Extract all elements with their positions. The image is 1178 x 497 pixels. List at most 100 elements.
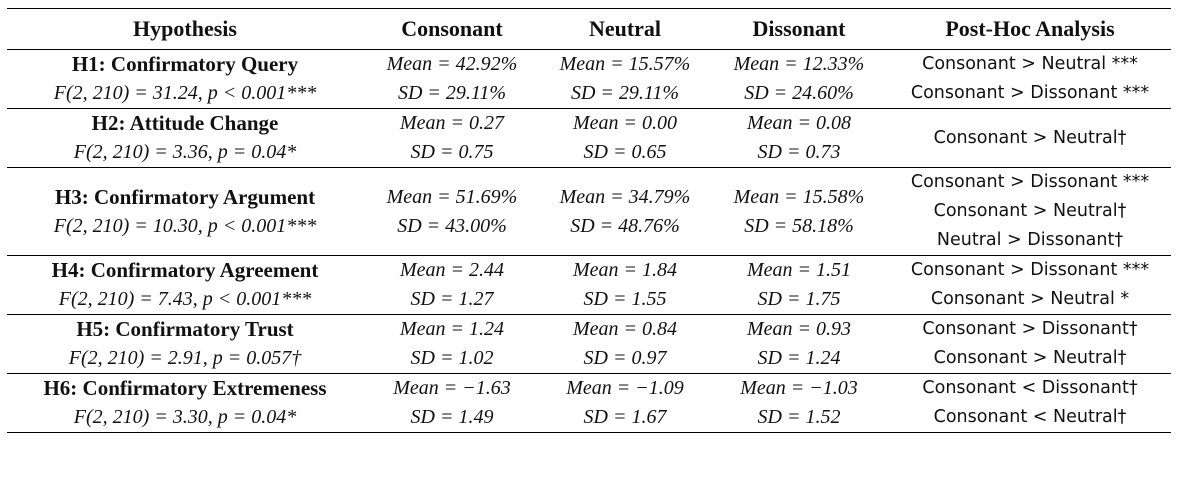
neutral-cell: Mean = 0.84 SD = 0.97	[541, 315, 709, 374]
mean-value: Mean = −1.03	[740, 377, 858, 399]
sd-value: SD = 1.67	[583, 406, 667, 428]
hypothesis-cell: H6: Confirmatory Extremeness F(2, 210) = …	[7, 374, 363, 433]
post-hoc-result: Consonant > Neutral†	[933, 348, 1127, 368]
sd-value: SD = 1.02	[410, 347, 494, 369]
mean-value: Mean = 0.00	[572, 112, 678, 134]
post-hoc-result: Neutral > Dissonant†	[936, 230, 1124, 250]
sd-value: SD = 1.52	[757, 406, 841, 428]
mean-value: Mean = 0.84	[572, 318, 678, 340]
sd-value: SD = 58.18%	[744, 214, 854, 237]
mean-value: Mean = 15.57%	[559, 53, 691, 75]
neutral-cell: Mean = −1.09 SD = 1.67	[541, 374, 709, 433]
mean-value: Mean = 1.24	[399, 318, 505, 340]
dissonant-cell: Mean = 0.08 SD = 0.73	[709, 109, 889, 168]
sd-value: SD = 48.76%	[570, 214, 680, 237]
table-row: H6: Confirmatory Extremeness F(2, 210) = …	[7, 374, 1171, 433]
sd-value: SD = 1.24	[757, 347, 841, 369]
mean-value: Mean = 15.58%	[733, 185, 865, 208]
hypothesis-stat: F(2, 210) = 3.36, p = 0.04*	[73, 141, 297, 163]
sd-value: SD = 29.11%	[570, 82, 680, 104]
sd-value: SD = 0.97	[583, 347, 667, 369]
dissonant-cell: Mean = 0.93 SD = 1.24	[709, 315, 889, 374]
header-consonant: Consonant	[401, 16, 503, 41]
sd-value: SD = 43.00%	[397, 214, 507, 237]
post-hoc-result: Consonant > Neutral†	[933, 201, 1127, 221]
hypothesis-cell: H2: Attitude Change F(2, 210) = 3.36, p =…	[7, 109, 363, 168]
dissonant-cell: Mean = 15.58% SD = 58.18%	[709, 168, 889, 256]
table-row: H3: Confirmatory Argument F(2, 210) = 10.…	[7, 168, 1171, 256]
sd-value: SD = 1.27	[410, 288, 494, 310]
hypothesis-name: H3: Confirmatory Argument	[54, 184, 316, 209]
post-hoc-cell: Consonant > Dissonant *** Consonant > Neu…	[889, 256, 1171, 315]
post-hoc-result: Consonant > Neutral *	[930, 289, 1130, 309]
mean-value: Mean = 0.93	[746, 318, 852, 340]
neutral-cell: Mean = 34.79% SD = 48.76%	[541, 168, 709, 256]
post-hoc-cell: Consonant > Neutral *** Consonant > Disso…	[889, 50, 1171, 109]
consonant-cell: Mean = 2.44 SD = 1.27	[363, 256, 541, 315]
hypothesis-stat: F(2, 210) = 31.24, p < 0.001***	[53, 82, 317, 104]
mean-value: Mean = 42.92%	[386, 53, 518, 75]
consonant-cell: Mean = 42.92% SD = 29.11%	[363, 50, 541, 109]
results-table: Hypothesis Consonant Neutral Dissonant P…	[7, 8, 1171, 433]
header-neutral: Neutral	[588, 16, 662, 41]
post-hoc-result: Consonant > Dissonant ***	[910, 172, 1150, 192]
table-row: H2: Attitude Change F(2, 210) = 3.36, p =…	[7, 109, 1171, 168]
hypothesis-cell: H4: Confirmatory Agreement F(2, 210) = 7.…	[7, 256, 363, 315]
mean-value: Mean = −1.63	[393, 377, 511, 399]
post-hoc-result: Consonant > Neutral†	[933, 127, 1127, 148]
post-hoc-cell: Consonant > Neutral†	[889, 109, 1171, 168]
hypothesis-name: H1: Confirmatory Query	[71, 52, 299, 76]
post-hoc-cell: Consonant > Dissonant *** Consonant > Neu…	[889, 168, 1171, 256]
post-hoc-result: Consonant > Neutral ***	[922, 54, 1138, 74]
header-row: Hypothesis Consonant Neutral Dissonant P…	[7, 8, 1171, 50]
sd-value: SD = 24.60%	[744, 82, 854, 104]
hypothesis-cell: H3: Confirmatory Argument F(2, 210) = 10.…	[7, 168, 363, 256]
neutral-cell: Mean = 15.57% SD = 29.11%	[541, 50, 709, 109]
mean-value: Mean = −1.09	[566, 377, 684, 399]
sd-value: SD = 29.11%	[397, 82, 507, 104]
consonant-cell: Mean = −1.63 SD = 1.49	[363, 374, 541, 433]
table-row: H4: Confirmatory Agreement F(2, 210) = 7.…	[7, 256, 1171, 315]
post-hoc-result: Consonant > Dissonant ***	[910, 260, 1150, 280]
table-row: H5: Confirmatory Trust F(2, 210) = 2.91, …	[7, 315, 1171, 374]
post-hoc-cell: Consonant > Dissonant† Consonant > Neutra…	[889, 315, 1171, 374]
neutral-cell: Mean = 0.00 SD = 0.65	[541, 109, 709, 168]
consonant-cell: Mean = 1.24 SD = 1.02	[363, 315, 541, 374]
mean-value: Mean = 2.44	[399, 259, 505, 281]
mean-value: Mean = 1.51	[746, 259, 852, 281]
dissonant-cell: Mean = −1.03 SD = 1.52	[709, 374, 889, 433]
consonant-cell: Mean = 0.27 SD = 0.75	[363, 109, 541, 168]
header-post-hoc: Post-Hoc Analysis	[945, 16, 1115, 41]
hypothesis-name: H2: Attitude Change	[91, 111, 279, 135]
hypothesis-name: H4: Confirmatory Agreement	[51, 258, 319, 282]
mean-value: Mean = 0.08	[746, 112, 852, 134]
sd-value: SD = 0.75	[410, 141, 494, 163]
dissonant-cell: Mean = 12.33% SD = 24.60%	[709, 50, 889, 109]
hypothesis-stat: F(2, 210) = 2.91, p = 0.057†	[68, 347, 302, 369]
hypothesis-cell: H5: Confirmatory Trust F(2, 210) = 2.91, …	[7, 315, 363, 374]
hypothesis-cell: H1: Confirmatory Query F(2, 210) = 31.24,…	[7, 50, 363, 109]
post-hoc-result: Consonant < Neutral†	[933, 407, 1127, 427]
mean-value: Mean = 51.69%	[386, 185, 518, 208]
hypothesis-stat: F(2, 210) = 7.43, p < 0.001***	[58, 288, 312, 310]
hypothesis-name: H5: Confirmatory Trust	[76, 317, 294, 341]
hypothesis-name: H6: Confirmatory Extremeness	[43, 376, 327, 400]
mean-value: Mean = 1.84	[572, 259, 678, 281]
dissonant-cell: Mean = 1.51 SD = 1.75	[709, 256, 889, 315]
header-hypothesis: Hypothesis	[133, 16, 237, 41]
mean-value: Mean = 0.27	[399, 112, 505, 134]
sd-value: SD = 1.75	[757, 288, 841, 310]
header-dissonant: Dissonant	[752, 16, 846, 41]
sd-value: SD = 0.73	[757, 141, 841, 163]
hypothesis-stat: F(2, 210) = 3.30, p = 0.04*	[73, 406, 297, 428]
table-row: H1: Confirmatory Query F(2, 210) = 31.24,…	[7, 50, 1171, 109]
neutral-cell: Mean = 1.84 SD = 1.55	[541, 256, 709, 315]
sd-value: SD = 0.65	[583, 141, 667, 163]
consonant-cell: Mean = 51.69% SD = 43.00%	[363, 168, 541, 256]
post-hoc-result: Consonant > Dissonant ***	[910, 83, 1150, 103]
mean-value: Mean = 34.79%	[559, 185, 691, 208]
sd-value: SD = 1.49	[410, 406, 494, 428]
post-hoc-result: Consonant < Dissonant†	[922, 378, 1138, 398]
post-hoc-cell: Consonant < Dissonant† Consonant < Neutra…	[889, 374, 1171, 433]
sd-value: SD = 1.55	[583, 288, 667, 310]
